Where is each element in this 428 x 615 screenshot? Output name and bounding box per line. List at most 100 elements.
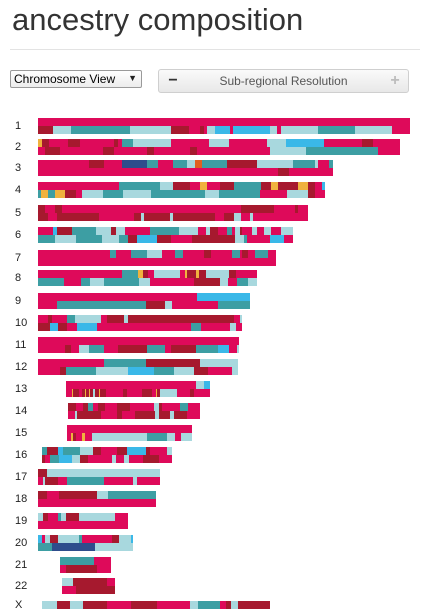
chromosome-row[interactable]	[38, 293, 250, 309]
ancestry-segment	[137, 235, 157, 243]
chromosome-row[interactable]	[38, 513, 128, 529]
chromosome-strand	[67, 425, 192, 433]
chromosome-strand	[38, 213, 308, 221]
ancestry-segment	[270, 147, 306, 155]
ancestry-segment	[196, 270, 199, 278]
ancestry-segment	[224, 213, 234, 221]
ancestry-segment	[238, 601, 270, 609]
ancestry-segment	[58, 513, 61, 521]
chromosome-row[interactable]	[38, 250, 276, 266]
ancestry-segment	[289, 168, 333, 176]
chromosome-row[interactable]	[38, 227, 293, 243]
ancestry-segment	[86, 389, 89, 397]
ancestry-segment	[48, 213, 57, 221]
ancestry-segment	[242, 227, 252, 235]
minus-icon[interactable]: −	[168, 72, 178, 89]
chromosome-row[interactable]	[68, 403, 200, 419]
chromosome-label: 16	[15, 449, 28, 461]
ancestry-segment	[227, 227, 232, 235]
ancestry-segment	[77, 323, 97, 331]
chromosome-row[interactable]	[38, 160, 333, 176]
ancestry-segment	[95, 389, 99, 397]
ancestry-segment	[318, 160, 329, 168]
chromosome-row[interactable]	[38, 205, 308, 221]
chromosome-row[interactable]	[42, 447, 172, 463]
ancestry-segment	[71, 126, 130, 134]
chromosome-strand	[68, 403, 200, 411]
chromosome-row[interactable]	[38, 182, 325, 198]
chromosome-row[interactable]	[67, 425, 192, 441]
ancestry-segment	[175, 250, 183, 258]
ancestry-segment	[230, 126, 233, 134]
ancestry-segment	[150, 227, 179, 235]
chromosome-row[interactable]	[38, 315, 242, 331]
ancestry-segment	[52, 315, 67, 323]
ancestry-segment	[194, 278, 220, 286]
ancestry-segment	[38, 258, 276, 266]
ancestry-segment	[66, 513, 79, 521]
ancestry-segment	[143, 455, 159, 463]
ancestry-segment	[171, 126, 189, 134]
ancestry-segment	[201, 323, 230, 331]
chromosome-label: 6	[15, 229, 22, 241]
ancestry-segment	[146, 447, 150, 455]
ancestry-segment	[252, 227, 257, 235]
ancestry-segment	[229, 139, 267, 147]
ancestry-segment	[119, 535, 131, 543]
ancestry-segment	[244, 235, 247, 243]
resolution-control: − Sub-regional Resolution +	[158, 69, 409, 93]
chromosome-strand	[38, 250, 276, 258]
ancestry-segment	[62, 578, 73, 586]
ancestry-segment	[187, 160, 195, 168]
ancestry-segment	[293, 160, 315, 168]
chromosome-label: 10	[15, 317, 28, 329]
chromosome-row[interactable]	[66, 381, 210, 397]
view-select[interactable]: Chromosome View ▼	[10, 70, 142, 88]
chromosome-row[interactable]	[38, 337, 239, 353]
plus-icon[interactable]: +	[390, 72, 400, 89]
chromosome-strand	[62, 586, 115, 594]
ancestry-segment	[42, 447, 47, 455]
chromosome-row[interactable]	[38, 139, 400, 155]
ancestry-segment	[154, 403, 159, 411]
ancestry-segment	[195, 160, 202, 168]
ancestry-segment	[100, 389, 106, 397]
ancestry-segment	[67, 425, 192, 433]
ancestry-segment	[85, 389, 86, 397]
chromosome-label: 9	[15, 295, 22, 307]
ancestry-segment	[173, 213, 215, 221]
ancestry-segment	[150, 278, 194, 286]
ancestry-segment	[134, 126, 171, 134]
chromosome-row[interactable]	[38, 118, 410, 134]
ancestry-segment	[97, 491, 108, 499]
ancestry-segment	[298, 182, 308, 190]
ancestry-segment	[241, 213, 250, 221]
ancestry-segment	[38, 250, 110, 258]
ancestry-segment	[227, 160, 257, 168]
ancestry-segment	[377, 139, 400, 147]
chromosome-row[interactable]	[42, 601, 270, 609]
ancestry-segment	[198, 601, 220, 609]
ancestry-segment	[281, 126, 318, 134]
ancestry-segment	[123, 190, 151, 198]
ancestry-segment	[183, 250, 204, 258]
chromosome-row[interactable]	[38, 270, 257, 286]
ancestry-segment	[38, 301, 57, 309]
ancestry-segment	[38, 168, 278, 176]
ancestry-segment	[38, 513, 43, 521]
ancestry-segment	[88, 455, 112, 463]
ancestry-segment	[147, 433, 167, 441]
chromosome-row[interactable]	[38, 469, 160, 485]
ancestry-segment	[270, 235, 284, 243]
chromosome-row[interactable]	[38, 359, 238, 375]
ancestry-segment	[230, 323, 236, 331]
chromosome-row[interactable]	[60, 557, 111, 573]
ancestry-segment	[167, 447, 172, 455]
ancestry-segment	[215, 126, 230, 134]
chromosome-row[interactable]	[62, 578, 115, 594]
chromosome-label: 19	[15, 515, 28, 527]
chromosome-row[interactable]	[38, 535, 133, 551]
ancestry-segment	[115, 513, 128, 521]
ancestry-segment	[181, 433, 192, 441]
chromosome-row[interactable]	[38, 491, 156, 507]
